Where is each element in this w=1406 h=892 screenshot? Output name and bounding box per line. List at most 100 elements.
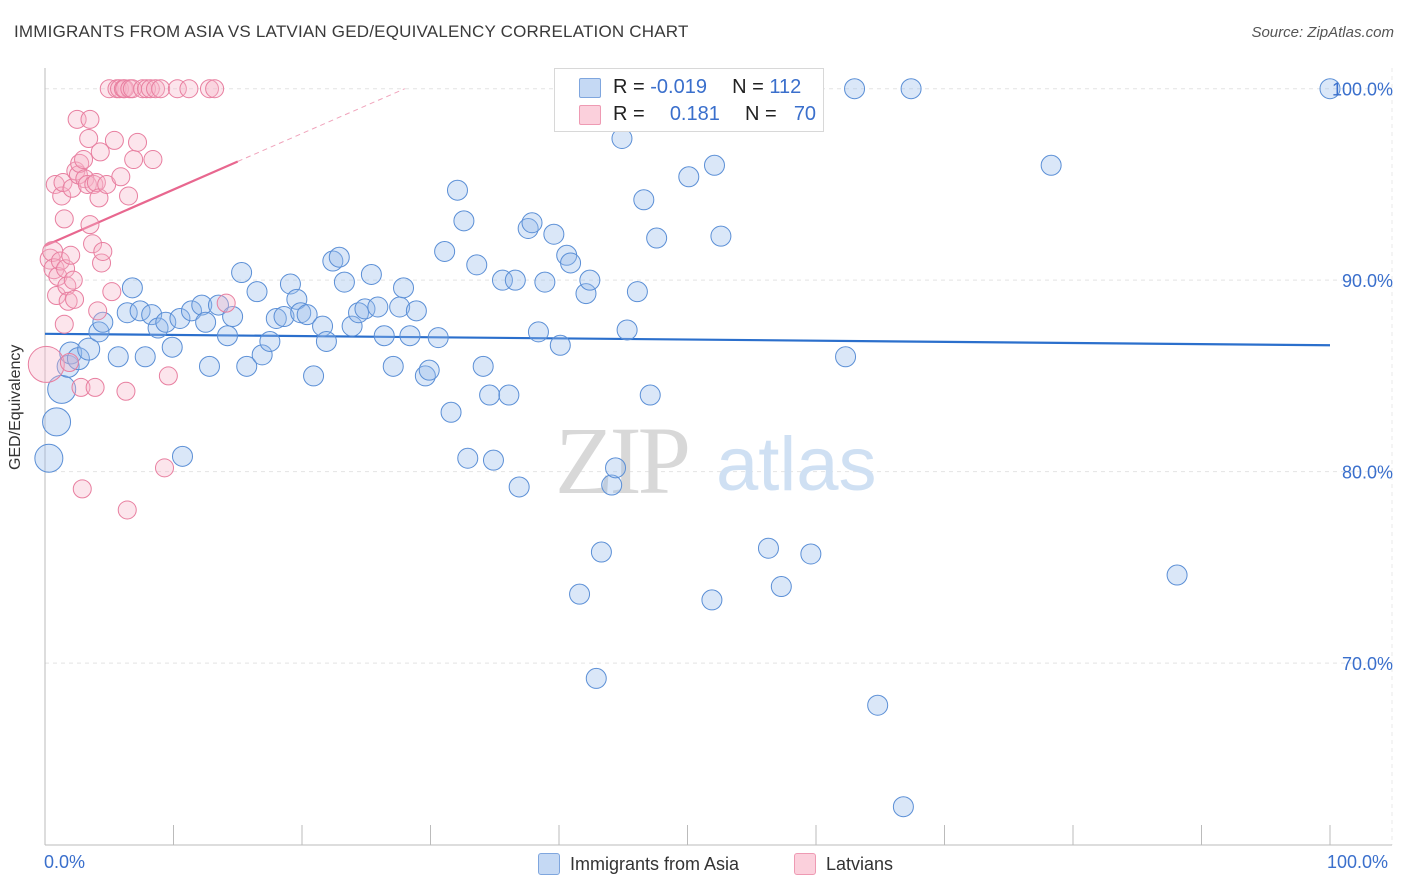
asia-point-65 [479, 384, 501, 406]
latvian-point-29 [79, 129, 99, 148]
latvian-point-50 [116, 381, 136, 401]
asia-point-11 [121, 277, 143, 299]
asia-point-13 [134, 346, 156, 368]
asia-point-81 [579, 269, 601, 291]
stats-legend-box: R = -0.019 N = 112 R = 0.181 N = 70 [554, 68, 824, 132]
asia-point-5 [66, 347, 90, 371]
x-tick-label-max: 100.0% [1327, 852, 1389, 872]
asia-point-25 [216, 325, 238, 347]
asia-point-41 [322, 250, 344, 272]
asia-point-52 [393, 277, 415, 299]
asia-point-18 [169, 307, 191, 329]
latvian-point-14 [58, 291, 78, 311]
latvian-point-25 [72, 479, 92, 499]
latvian-point-63 [158, 366, 178, 386]
stats-text-latvians: R = 0.181 N = 70 [613, 103, 816, 126]
stats-n-label: N = [732, 75, 764, 98]
latvian-point-19 [65, 289, 85, 309]
asia-point-20 [180, 300, 202, 322]
stats-swatch-latvians [579, 105, 601, 125]
asia-point-50 [382, 355, 404, 377]
asia-point-95 [710, 225, 732, 247]
watermark-atlas: atlas [716, 422, 877, 507]
latvian-point-10 [54, 314, 74, 334]
asia-point-85 [605, 457, 627, 479]
asia-point-83 [590, 541, 612, 563]
data-points [27, 78, 1341, 818]
latvian-point-38 [90, 142, 110, 162]
asia-point-98 [770, 576, 792, 598]
asia-point-70 [508, 476, 530, 498]
watermark-zip: ZIP [555, 407, 688, 514]
legend-label-asia: Immigrants from Asia [570, 853, 740, 874]
latvian-point-11 [54, 209, 74, 229]
stats-n-value: 112 [769, 75, 802, 98]
legend-swatch-asia [538, 853, 560, 875]
asia-point-89 [633, 189, 655, 211]
latvian-point-69 [155, 458, 175, 478]
axes [44, 68, 1392, 846]
asia-point-48 [367, 296, 389, 318]
watermark: ZIP atlas [555, 407, 877, 514]
latvian-point-9 [53, 173, 73, 193]
asia-point-42 [328, 246, 350, 268]
asia-point-54 [405, 300, 427, 322]
asia-point-43 [333, 271, 355, 293]
latvian-point-16 [61, 245, 81, 265]
stats-r-label: R = [613, 102, 645, 125]
legend-item-latvians: Latvians [794, 850, 893, 878]
trend-line-asia [44, 332, 1331, 347]
asia-point-103 [900, 78, 922, 100]
latvian-point-0 [27, 345, 65, 383]
latvian-point-40 [93, 241, 113, 261]
chart-title: IMMIGRANTS FROM ASIA VS LATVIAN GED/EQUI… [14, 22, 689, 41]
asia-point-94 [703, 154, 725, 176]
legend-item-asia: Immigrants from Asia [538, 850, 739, 878]
asia-point-24 [207, 294, 229, 316]
asia-point-49 [373, 325, 395, 347]
latvian-point-61 [146, 79, 166, 99]
latvian-point-5 [47, 286, 67, 305]
latvian-point-52 [119, 186, 139, 206]
asia-point-8 [92, 311, 114, 333]
asia-point-19 [171, 445, 193, 467]
asia-point-22 [195, 311, 217, 333]
latvian-point-24 [71, 377, 91, 397]
y-tick-label-90: 90.0% [1342, 271, 1393, 291]
asia-point-72 [521, 212, 543, 234]
trend-line-latvians [44, 160, 239, 247]
asia-point-55 [414, 365, 436, 387]
asia-point-68 [498, 384, 520, 406]
asia-point-38 [303, 365, 325, 387]
asia-point-91 [646, 227, 668, 249]
asia-point-44 [341, 315, 363, 337]
latvian-point-18 [63, 270, 83, 290]
latvian-point-68 [216, 293, 236, 313]
asia-point-47 [360, 263, 382, 285]
asia-point-104 [867, 694, 889, 716]
latvian-point-64 [167, 79, 187, 99]
stats-r-label: R = [613, 75, 645, 98]
asia-point-107 [1319, 78, 1341, 100]
latvian-point-36 [88, 301, 108, 321]
asia-point-76 [549, 334, 571, 356]
latvian-point-65 [179, 79, 199, 99]
asia-point-33 [273, 306, 295, 328]
latvian-point-44 [104, 130, 124, 150]
asia-point-45 [348, 302, 370, 324]
latvian-point-32 [83, 234, 103, 254]
asia-point-6 [77, 337, 101, 361]
y-tick-label-80: 80.0% [1342, 463, 1393, 483]
asia-point-21 [191, 294, 213, 316]
stats-n-label: N = [745, 102, 777, 125]
latvian-point-26 [74, 150, 94, 170]
asia-point-60 [446, 179, 468, 201]
asia-point-40 [315, 330, 337, 352]
asia-point-23 [198, 355, 220, 377]
latvian-point-62 [151, 79, 171, 99]
asia-point-84 [601, 474, 623, 496]
stats-n-value: 70 [793, 102, 817, 125]
latvian-point-67 [205, 79, 225, 99]
asia-point-14 [141, 304, 163, 326]
